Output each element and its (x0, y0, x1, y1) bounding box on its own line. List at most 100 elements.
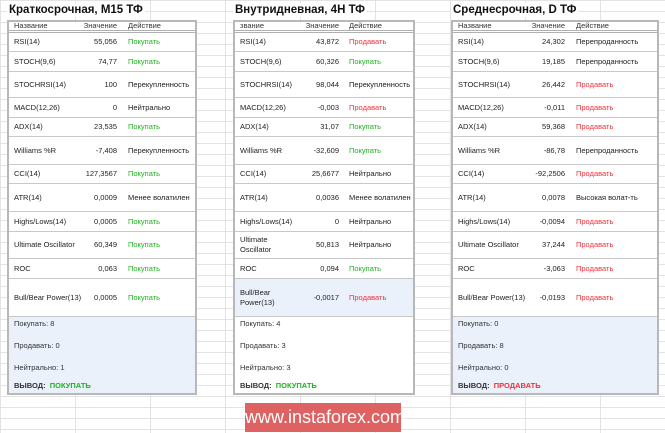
indicator-value: 24,302 (542, 37, 565, 46)
indicator-value: 0,0009 (94, 192, 117, 202)
table-row: Highs/Lows(14) 0 Нейтрально (235, 212, 413, 232)
indicator-action: Менее волатилен (128, 192, 190, 202)
header-name: Название (458, 21, 492, 30)
indicator-action: Продавать (349, 292, 387, 302)
indicator-action: Продавать (576, 263, 614, 273)
indicator-action: Нейтрально (349, 169, 392, 178)
indicator-value: -0,0193 (539, 292, 565, 302)
table-row: ROC -3,063 Продавать (453, 259, 657, 279)
indicator-action: Перекупленность (349, 79, 411, 89)
conclusion: ВЫВОД: ПОКУПАТЬ (14, 381, 91, 391)
sell-count: Продавать: 8 (458, 341, 504, 351)
indicator-name: STOCH(9,6) (458, 56, 500, 66)
sell-count: Продавать: 0 (14, 341, 60, 351)
indicator-name: MACD(12,26) (458, 102, 504, 112)
indicator-value: 59,368 (542, 122, 565, 131)
indicator-action: Продавать (576, 216, 614, 226)
indicator-value: -0,011 (544, 102, 565, 112)
summary: Покупать: 0 Продавать: 8 Нейтрально: 0 В… (453, 317, 657, 393)
conclusion-value: ПОКУПАТЬ (49, 381, 91, 390)
indicator-value: 31,07 (320, 122, 339, 131)
panel-title: Внутридневная, 4Н ТФ (233, 3, 367, 17)
table-row: Williams %R -86,78 Перепроданность (453, 137, 657, 165)
indicator-action: Покупать (128, 56, 161, 66)
table-row: ADX(14) 59,368 Продавать (453, 118, 657, 137)
neutral-label: Нейтрально: (458, 363, 505, 372)
buy-value: 4 (276, 319, 281, 328)
indicator-action: Продавать (576, 292, 614, 302)
summary: Покупать: 4 Продавать: 3 Нейтрально: 3 В… (235, 317, 413, 393)
indicator-name: Williams %R (14, 145, 57, 155)
indicator-name: CCI(14) (14, 169, 41, 178)
indicator-name: Williams %R (458, 145, 501, 155)
table-header: Название Значение Действие (453, 21, 657, 33)
indicator-value: 26,442 (542, 79, 565, 89)
indicator-value: 74,77 (98, 56, 117, 66)
indicator-name: STOCHRSI(14) (240, 79, 292, 89)
indicator-action: Перекупленность (128, 145, 190, 155)
table-header: Название Значение Действие (9, 21, 195, 33)
indicator-action: Продавать (576, 122, 614, 131)
table-row: Highs/Lows(14) -0,0094 Продавать (453, 212, 657, 232)
indicator-action: Покупать (128, 37, 161, 46)
indicator-value: 0,0078 (542, 192, 565, 202)
indicator-name: ATR(14) (458, 192, 486, 202)
indicator-value: -0,0094 (539, 216, 565, 226)
indicator-value: 43,872 (316, 37, 339, 46)
conclusion-label: ВЫВОД: (458, 381, 490, 390)
indicator-value: -92,2506 (535, 169, 565, 178)
table-row: Bull/Bear Power(13) -0,0193 Продавать (453, 279, 657, 317)
header-value: Значение (83, 21, 117, 30)
conclusion-value: ПРОДАВАТЬ (493, 381, 541, 390)
indicator-name: STOCH(9,6) (240, 56, 282, 66)
table-row: Ultimate Oscillator 37,244 Продавать (453, 232, 657, 259)
indicator-name: Highs/Lows(14) (14, 216, 67, 226)
table-row: CCI(14) 127,3567 Покупать (9, 165, 195, 184)
indicator-value: 0 (112, 102, 117, 112)
table-row: STOCH(9,6) 74,77 Покупать (9, 52, 195, 72)
indicator-name: ADX(14) (240, 122, 269, 131)
indicator-action: Покупать (349, 56, 382, 66)
header-action: Действие (349, 21, 382, 30)
indicator-name: Highs/Lows(14) (458, 216, 511, 226)
indicator-name: STOCHRSI(14) (14, 79, 66, 89)
indicator-value: 19,185 (542, 56, 565, 66)
indicator-name: STOCHRSI(14) (458, 79, 510, 89)
indicator-name: Highs/Lows(14) (240, 216, 293, 226)
indicator-name: ATR(14) (240, 192, 268, 202)
panel-title: Краткосрочная, М15 ТФ (7, 3, 145, 17)
sell-value: 0 (55, 341, 60, 350)
indicator-action: Продавать (576, 102, 614, 112)
indicator-action: Высокая волат-ть (576, 192, 638, 202)
indicator-name: Ultimate Oscillator (458, 240, 519, 249)
summary: Покупать: 8 Продавать: 0 Нейтрально: 1 В… (9, 317, 195, 393)
indicator-action: Покупать (349, 263, 382, 273)
indicator-action: Перекупленность (128, 79, 190, 89)
indicator-table: Название Значение Действие RSI(14) 55,05… (7, 20, 197, 395)
indicator-value: 98,044 (316, 79, 339, 89)
indicator-action: Покупать (128, 263, 161, 273)
indicator-name: ADX(14) (458, 122, 487, 131)
indicator-action: Нейтрально (349, 240, 392, 249)
table-row: Ultimate Oscillator 60,349 Покупать (9, 232, 195, 259)
indicator-name: Ultimate Oscillator (14, 240, 75, 249)
indicator-name: ROC (240, 263, 257, 273)
indicator-action: Перепроданность (576, 37, 639, 46)
header-name: звание (240, 21, 265, 30)
table-row: ATR(14) 0,0078 Высокая волат-ть (453, 184, 657, 212)
indicator-action: Покупать (349, 145, 382, 155)
conclusion-label: ВЫВОД: (240, 381, 272, 390)
indicator-action: Менее волатилен (349, 192, 411, 202)
indicator-action: Покупать (128, 240, 161, 249)
indicator-action: Перепроданность (576, 56, 639, 66)
neutral-label: Нейтрально: (240, 363, 287, 372)
indicator-value: -3,063 (543, 263, 565, 273)
header-value: Значение (531, 21, 565, 30)
indicator-value: -0,0017 (313, 292, 339, 302)
header-name: Название (14, 21, 48, 30)
table-row: RSI(14) 43,872 Продавать (235, 33, 413, 52)
buy-count: Покупать: 0 (458, 319, 498, 329)
indicator-value: 60,349 (94, 240, 117, 249)
indicator-name: MACD(12,26) (14, 102, 60, 112)
table-row: CCI(14) 25,6677 Нейтрально (235, 165, 413, 184)
